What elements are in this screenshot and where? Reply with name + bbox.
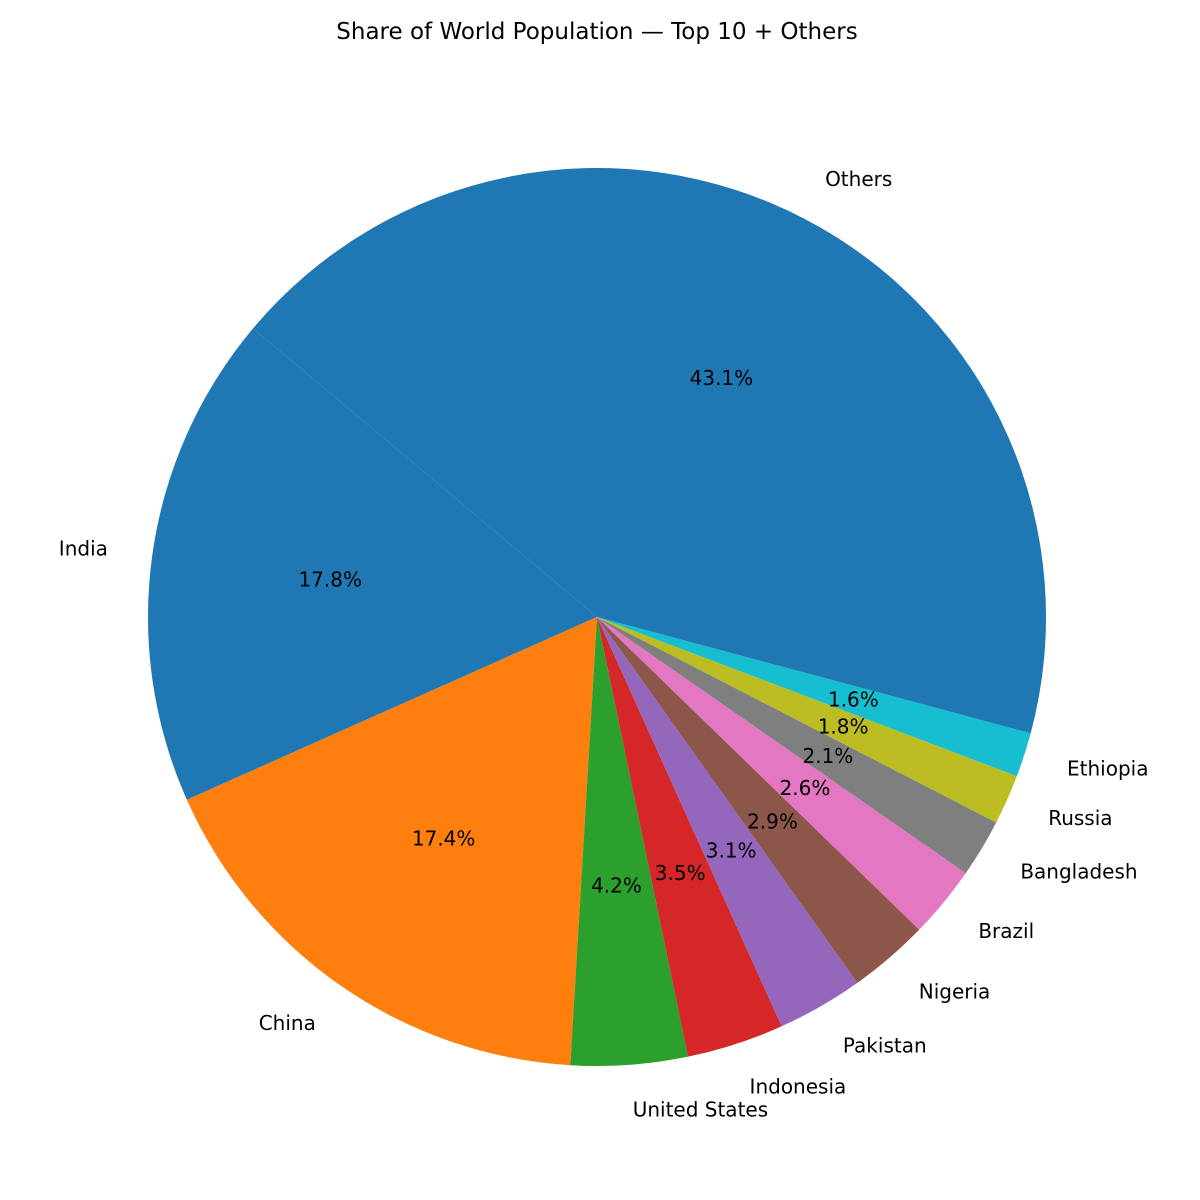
slice-label-bangladesh: Bangladesh bbox=[1020, 859, 1137, 883]
pie-slice-china bbox=[186, 617, 597, 1066]
slice-label-indonesia: Indonesia bbox=[750, 1075, 847, 1099]
pie-slice-nigeria bbox=[597, 617, 920, 983]
slice-label-ethiopia: Ethiopia bbox=[1067, 757, 1148, 781]
slice-label-others: Others bbox=[825, 167, 892, 191]
pct-label-brazil: 2.6% bbox=[780, 776, 831, 800]
pct-label-ethiopia: 1.6% bbox=[828, 688, 879, 712]
pie-slice-pakistan bbox=[597, 617, 858, 1027]
slice-label-nigeria: Nigeria bbox=[919, 980, 991, 1004]
pct-label-indonesia: 3.5% bbox=[655, 861, 706, 885]
slice-label-united-states: United States bbox=[633, 1098, 768, 1122]
chart-title: Share of World Population — Top 10 + Oth… bbox=[336, 19, 858, 45]
pct-label-pakistan: 3.1% bbox=[706, 839, 757, 863]
pie-slice-bangladesh bbox=[597, 617, 997, 874]
pct-label-others: 43.1% bbox=[690, 366, 754, 390]
pie-slice-indonesia bbox=[597, 617, 782, 1057]
slice-label-china: China bbox=[259, 1011, 316, 1035]
pct-label-russia: 1.8% bbox=[818, 715, 869, 739]
slice-label-india: India bbox=[59, 536, 108, 560]
slice-label-brazil: Brazil bbox=[978, 919, 1034, 943]
pie-slice-brazil bbox=[597, 617, 966, 930]
pct-label-nigeria: 2.9% bbox=[747, 809, 798, 833]
pie-slice-ethiopia bbox=[597, 617, 1031, 777]
pct-label-china: 17.4% bbox=[412, 826, 476, 850]
slice-label-pakistan: Pakistan bbox=[843, 1033, 927, 1057]
pie-slice-others bbox=[253, 168, 1047, 734]
pct-label-bangladesh: 2.1% bbox=[802, 744, 853, 768]
pie-slices bbox=[147, 168, 1047, 1066]
pct-label-united-states: 4.2% bbox=[591, 874, 642, 898]
pie-slice-united-states bbox=[570, 617, 689, 1066]
pie-slice-india bbox=[147, 328, 597, 800]
pie-labels: India 17.8% China 17.4% United States 4.2% Ind… bbox=[59, 167, 1149, 1122]
pct-label-india: 17.8% bbox=[298, 568, 362, 592]
slice-label-russia: Russia bbox=[1048, 806, 1112, 830]
pie-slice-russia bbox=[597, 617, 1017, 823]
